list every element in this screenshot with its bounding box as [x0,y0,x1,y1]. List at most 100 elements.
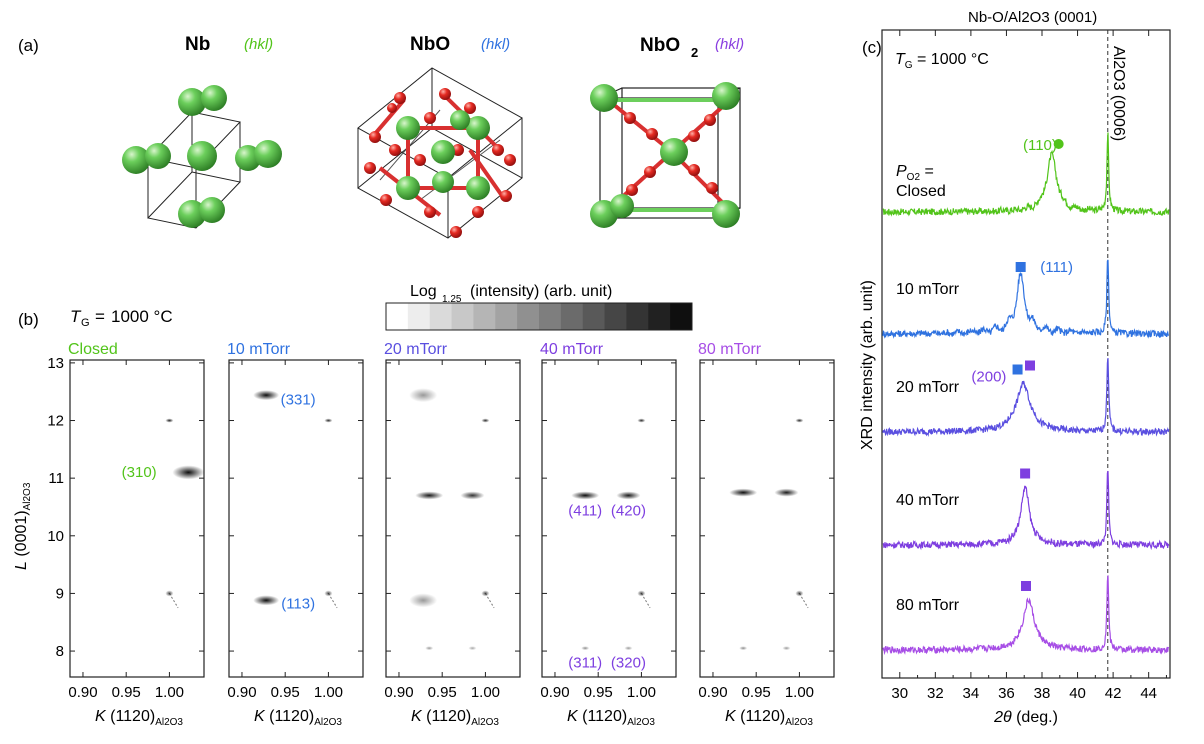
rsm-xlabel: K (1120)Al2O3 [411,708,499,728]
crystal-nbo2-subscript: 2 [691,45,698,60]
rsm-peak [637,418,646,423]
rsm-y-tick-label: 12 [47,413,64,430]
xrd-ylabel: XRD intensity (arb. unit) [859,280,876,450]
rsm-map-title: 20 mTorr [384,341,448,358]
svg-text:T: T [70,307,82,326]
colorbar-cell [648,303,671,330]
xrd-x-tick-label: 30 [891,685,908,702]
xrd-series-1: 10 mTorr (111) [882,259,1170,339]
rsm-xlabel: K (1120)Al2O3 [725,708,813,728]
rsm-x-tick-label: 0.90 [698,684,727,701]
rsm-peak-label: (311) [568,654,602,671]
rsm-streak [484,593,495,609]
rsm-map-frame [228,359,364,678]
rsm-peak [616,491,641,500]
po2-label-closed: Closed [896,183,946,200]
rsm-peak [409,388,438,403]
xrd-series-label: 10 mTorr [896,281,960,298]
substrate-label: Al2O3 (0006) [1110,46,1127,141]
colorbar-cell [670,303,693,330]
xrd-series-label: 80 mTorr [896,597,960,614]
xrd-x-tick-label: 38 [1034,685,1051,702]
rsm-peak [739,646,748,651]
nb-atoms [122,85,282,228]
rsm-peak [637,590,646,597]
rsm-map-title: 40 mTorr [540,341,604,358]
rsm-x-tick-label: 0.90 [384,684,413,701]
rsm-maps: Closed (310) 0.90 0.95 1.00 13 12 11 10 9 8 K (1120… [47,341,835,728]
rsm-x-tick-label: 0.90 [227,684,256,701]
crystal-nbo2-title: NbO [640,35,680,56]
rsm-map-frame [699,359,835,678]
xrd-curve [882,470,1170,551]
xrd-frame [881,29,1171,679]
rsm-peak [624,646,633,651]
rsm-x-tick-label: 1.00 [627,684,656,701]
colorbar-label-sub: 1.25 [442,294,462,305]
rsm-x-tick-label: 0.95 [742,684,771,701]
rsm-x-tick-label: 1.00 [785,684,814,701]
rsm-map-title: Closed [68,341,118,358]
xrd-curve [882,259,1170,339]
phase-marker-square [1021,581,1031,591]
rsm-peak-label: (310) [122,464,157,481]
rsm-peak [425,646,434,651]
xrd-curve [882,358,1170,438]
rsm-streak [168,593,179,609]
rsm-map-frame [541,359,677,678]
xrd-hkl-label: (110) [1023,137,1057,154]
panel-label-a: (a) [18,36,39,55]
colorbar-cell [386,303,409,330]
crystal-nbo: NbO (hkl) [357,34,523,239]
rsm-peak [481,418,490,423]
xrd-x-tick-label: 40 [1069,685,1086,702]
colorbar-cells [386,303,693,330]
po2-label: PO2 = [896,163,934,183]
svg-text:=: = [95,307,105,326]
xrd-x-tick-label: 42 [1105,685,1122,702]
rsm-y-tick-label: 11 [48,470,64,487]
rsm-map-2: 20 mTorr 0.90 0.95 1.00 K (1120)Al2O3 [384,341,521,728]
colorbar-cell [451,303,474,330]
rsm-peak [415,491,444,500]
colorbar-cell [582,303,606,330]
rsm-x-tick-label: 0.95 [584,684,613,701]
xrd-x-tick-label: 34 [963,685,980,702]
rsm-peak [795,590,804,597]
rsm-map-frame [69,359,205,678]
rsm-peak [782,646,791,651]
phase-marker-square [1025,360,1035,371]
phase-marker-square [1015,262,1026,272]
xrd-series-3: 40 mTorr [882,468,1170,551]
rsm-map-title: 10 mTorr [227,341,291,358]
phase-marker-circle [1053,139,1064,149]
rsm-peak [795,418,804,423]
rsm-peak [253,390,280,401]
colorbar-cell [429,303,453,330]
xrd-curve [882,132,1170,217]
rsm-peak [468,646,477,651]
crystal-nbo2: NbO 2 (hkl) [590,35,744,228]
xrd-growth-temp: TG = 1000 °C [895,51,989,71]
rsm-y-tick-label: 13 [47,355,64,372]
rsm-y-tick-label: 8 [56,643,64,660]
colorbar-cell [626,303,649,330]
xrd-series-0: (110) [882,132,1170,217]
xrd-series-2: 20 mTorr (200) [882,358,1170,438]
xrd-x-tick-label: 36 [998,685,1015,702]
rsm-peak-label: (411) [568,502,602,519]
rsm-peak [729,488,758,497]
crystal-nbo-title: NbO [410,34,450,55]
rsm-peak [481,590,490,597]
colorbar-cell [517,303,540,330]
xrd-series-label: 20 mTorr [896,379,960,396]
xrd-curve [882,575,1170,656]
colorbar-cell [495,303,518,330]
rsm-y-tick-label: 10 [47,528,64,545]
rsm-peak [324,418,333,423]
rsm-peak [324,590,333,597]
rsm-peak [460,491,485,500]
colorbar-label-prefix: Log [410,283,437,300]
